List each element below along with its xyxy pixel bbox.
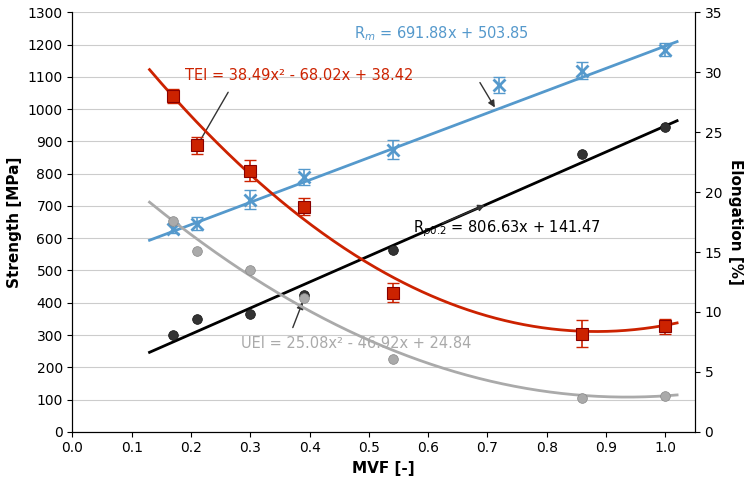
Text: R$_{p0.2}$ = 806.63x + 141.47: R$_{p0.2}$ = 806.63x + 141.47	[413, 218, 602, 239]
Text: TEI = 38.49x² - 68.02x + 38.42: TEI = 38.49x² - 68.02x + 38.42	[185, 68, 413, 83]
X-axis label: MVF [-]: MVF [-]	[352, 461, 415, 476]
Text: UEI = 25.08x² - 46.92x + 24.84: UEI = 25.08x² - 46.92x + 24.84	[242, 336, 472, 351]
Y-axis label: Strength [MPa]: Strength [MPa]	[7, 156, 22, 288]
Y-axis label: Elongation [%]: Elongation [%]	[728, 159, 743, 285]
Text: R$_m$ = 691.88x + 503.85: R$_m$ = 691.88x + 503.85	[354, 24, 529, 43]
